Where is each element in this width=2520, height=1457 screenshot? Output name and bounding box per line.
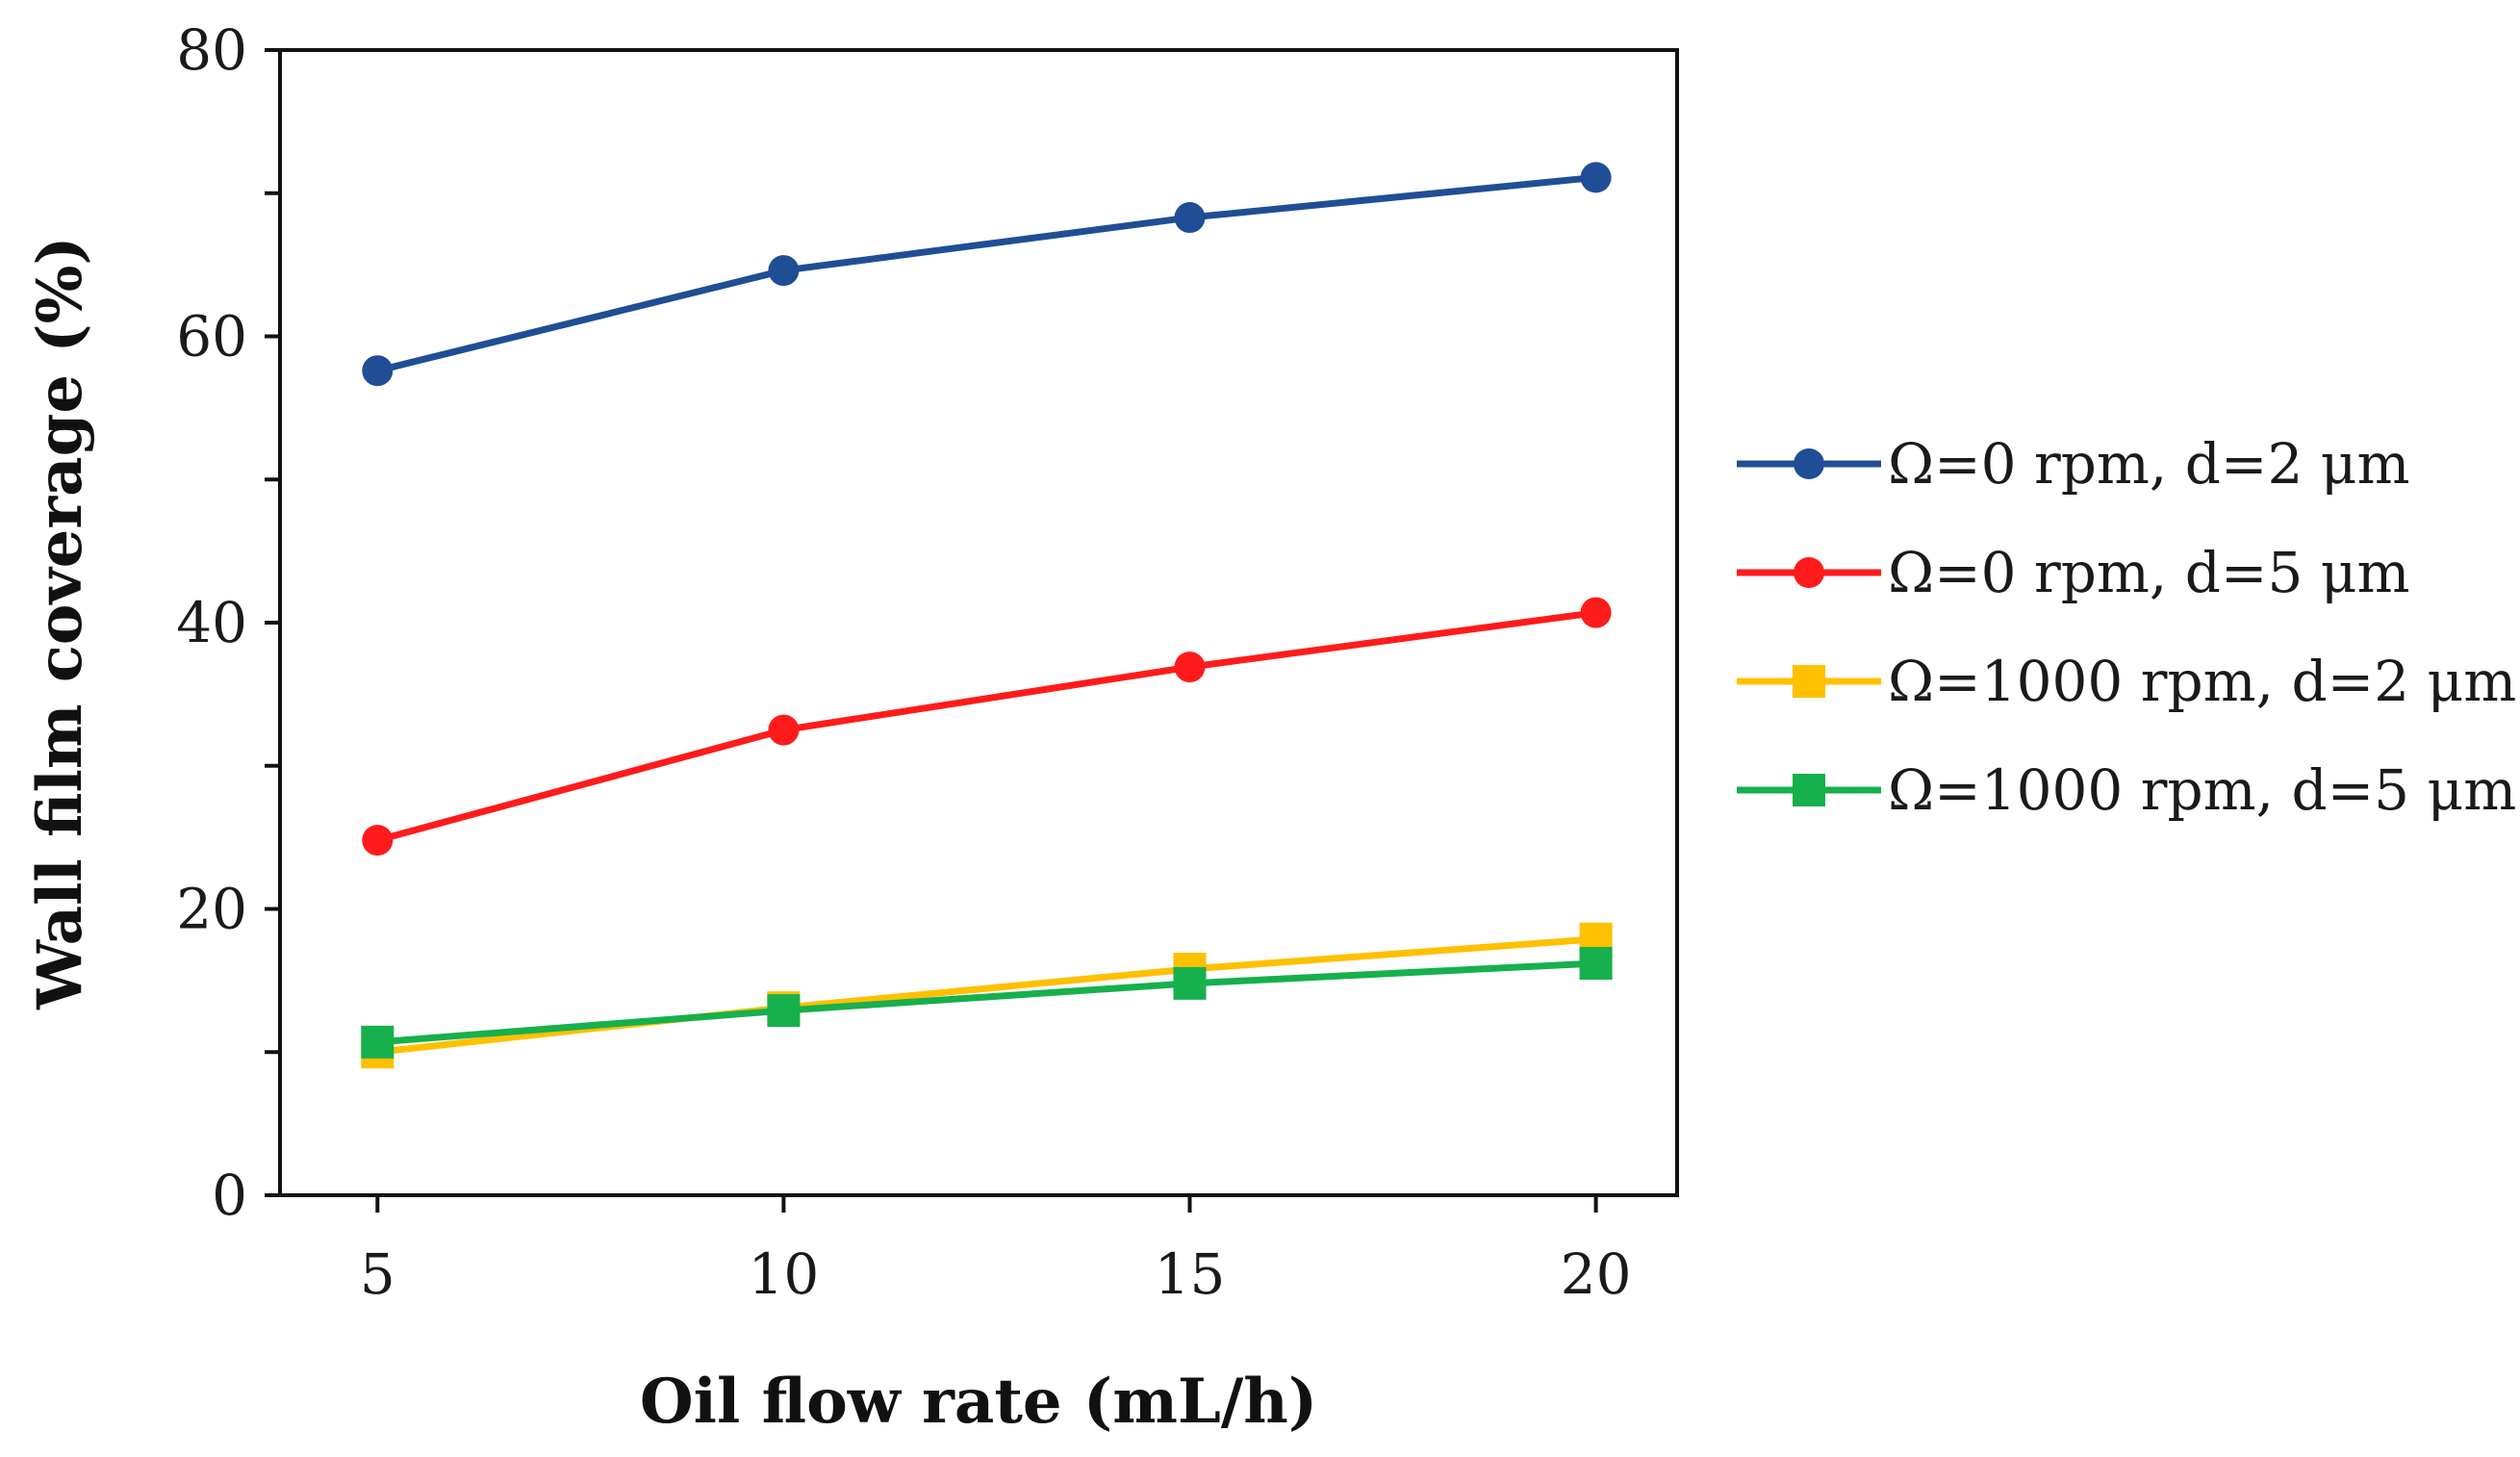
series-line bbox=[377, 959, 1596, 1046]
legend: Ω=0 rpm, d=2 μm Ω=0 rpm, d=5 μm Ω=1000 rpm… bbox=[1737, 431, 2516, 823]
series-line bbox=[376, 609, 1597, 844]
x-tick-label: 10 bbox=[748, 1241, 819, 1307]
legend-swatch-marker bbox=[1794, 557, 1824, 588]
data-point bbox=[768, 714, 800, 746]
data-point bbox=[1173, 966, 1207, 1000]
series-layer bbox=[361, 162, 1613, 1069]
y-tick-label: 20 bbox=[176, 877, 247, 942]
data-point bbox=[362, 355, 394, 387]
data-point bbox=[1174, 202, 1206, 234]
legend-item: Ω=1000 rpm, d=2 μm bbox=[1737, 649, 2516, 714]
data-point bbox=[1580, 597, 1612, 628]
x-tick-label: 15 bbox=[1155, 1241, 1226, 1307]
data-point bbox=[362, 825, 394, 856]
data-point bbox=[361, 1025, 395, 1059]
x-axis-title: Oil flow rate (mL/h) bbox=[640, 1366, 1317, 1438]
legend-item: Ω=1000 rpm, d=5 μm bbox=[1737, 757, 2516, 823]
data-point bbox=[768, 255, 800, 287]
y-tick-label: 40 bbox=[176, 590, 247, 655]
legend-swatch-marker bbox=[1793, 665, 1825, 698]
data-point bbox=[1174, 652, 1206, 683]
y-axis: 0 20 40 60 80 bbox=[176, 17, 280, 1228]
data-point bbox=[1580, 162, 1612, 193]
series-line bbox=[376, 935, 1596, 1056]
series-2 bbox=[362, 597, 1612, 856]
y-tick-label: 80 bbox=[176, 17, 247, 83]
plot-frame bbox=[278, 48, 1679, 1197]
data-point bbox=[1579, 947, 1613, 981]
x-axis: 5 10 15 20 bbox=[360, 1195, 1632, 1307]
y-axis-title: Wall film coverage (%) bbox=[24, 236, 96, 1010]
series-1 bbox=[362, 162, 1612, 387]
series-line bbox=[376, 173, 1596, 374]
legend-label: Ω=0 rpm, d=5 μm bbox=[1888, 540, 2410, 605]
legend-label: Ω=1000 rpm, d=2 μm bbox=[1888, 649, 2516, 714]
y-tick-label: 0 bbox=[212, 1163, 247, 1228]
legend-item: Ω=0 rpm, d=2 μm bbox=[1737, 431, 2410, 497]
legend-item: Ω=0 rpm, d=5 μm bbox=[1737, 540, 2410, 605]
legend-swatch-marker bbox=[1793, 774, 1825, 806]
series-4 bbox=[361, 947, 1613, 1059]
legend-swatch-marker bbox=[1794, 448, 1824, 479]
x-tick-label: 5 bbox=[360, 1241, 395, 1307]
x-tick-label: 20 bbox=[1561, 1241, 1632, 1307]
data-point bbox=[767, 994, 801, 1028]
legend-label: Ω=1000 rpm, d=5 μm bbox=[1888, 757, 2516, 823]
y-tick-label: 60 bbox=[176, 304, 247, 370]
legend-label: Ω=0 rpm, d=2 μm bbox=[1888, 431, 2410, 497]
